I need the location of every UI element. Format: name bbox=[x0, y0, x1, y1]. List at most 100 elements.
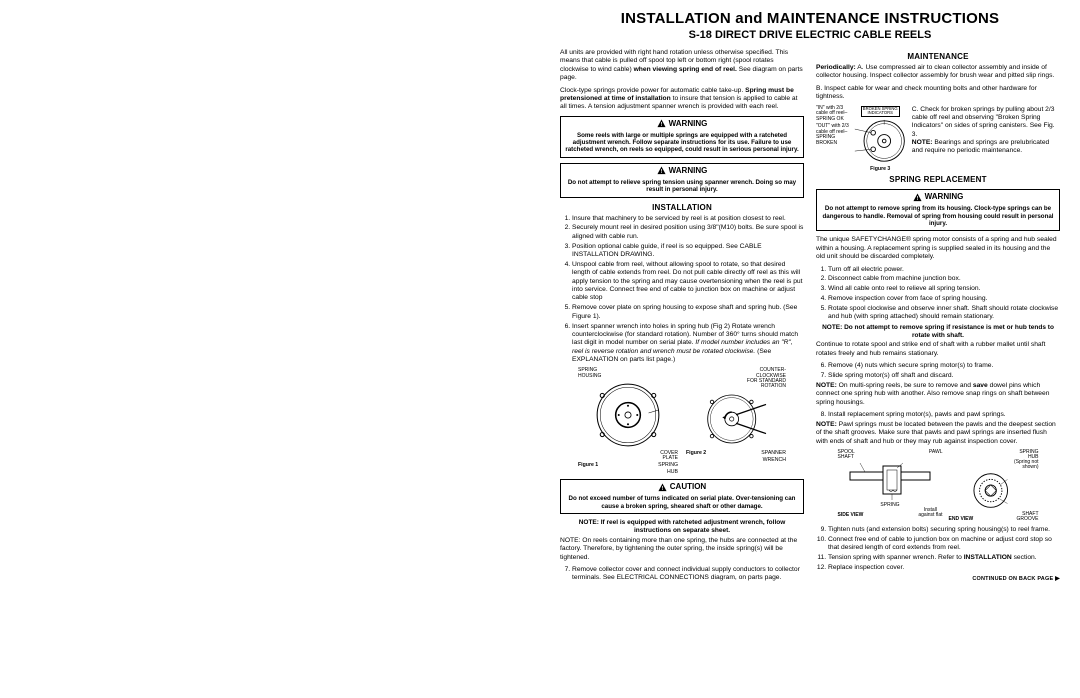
figure-3-diagram bbox=[853, 117, 908, 165]
figure-caption: SIDE VIEW bbox=[838, 513, 864, 518]
page-subtitle: S-18 DIRECT DRIVE ELECTRIC CABLE REELS bbox=[560, 29, 1060, 41]
note-8: NOTE: Pawl springs must be located betwe… bbox=[816, 421, 1060, 446]
caution-box: ! CAUTION Do not exceed number of turns … bbox=[560, 479, 804, 514]
text: section. bbox=[1012, 554, 1037, 561]
spring-steps-cont3: Tighten nuts (and extension bolts) secur… bbox=[816, 526, 1060, 572]
list-item: Wind all cable onto reel to relieve all … bbox=[828, 285, 1060, 293]
text-bold: INSTALLATION bbox=[964, 554, 1012, 561]
side-view-diagram bbox=[840, 460, 940, 502]
list-item: Securely mount reel in desired position … bbox=[572, 224, 804, 241]
list-item: Disconnect cable from machine junction b… bbox=[828, 275, 1060, 283]
list-item: Remove (4) nuts which secure spring moto… bbox=[828, 362, 1060, 370]
column-left: All units are provided with right hand r… bbox=[560, 49, 804, 688]
warning-icon: ! bbox=[657, 166, 666, 175]
fig-label: SPRING HUB (Spring not shown) bbox=[1014, 450, 1038, 470]
fig-label: "IN" with 2/3 cable off reel– SPRING OK bbox=[816, 106, 849, 123]
figure-caption: Figure 1 bbox=[578, 462, 598, 475]
text-bold: Periodically: bbox=[816, 64, 856, 71]
maint-para-a: Periodically: A. Use compressed air to c… bbox=[816, 64, 1060, 81]
intro-para-2: Clock-type springs provide power for aut… bbox=[560, 87, 804, 112]
list-item: Tension spring with spanner wrench. Refe… bbox=[828, 554, 1060, 562]
figure-side-view: SPOOL SHAFT PAWL SPRING bbox=[838, 450, 943, 522]
section-heading-installation: INSTALLATION bbox=[560, 203, 804, 213]
list-item: Replace inspection cover. bbox=[828, 564, 1060, 572]
warning-heading: WARNING bbox=[925, 192, 964, 202]
end-view-diagram bbox=[964, 470, 1024, 512]
text: Tension spring with spanner wrench. Refe… bbox=[828, 554, 964, 561]
figure-caption: Figure 2 bbox=[686, 450, 706, 463]
text: Pawl springs must be located between the… bbox=[816, 421, 1056, 445]
fig-label: SPANNER WRENCH bbox=[761, 450, 786, 463]
caution-heading: CAUTION bbox=[670, 482, 706, 492]
fig-label: SPOOL SHAFT bbox=[838, 450, 855, 460]
figure-1: SPRING HOUSING bbox=[578, 368, 678, 475]
svg-text:!: ! bbox=[661, 486, 663, 492]
list-item: Insure that machinery to be serviced by … bbox=[572, 215, 804, 223]
spring-steps-cont2: Install replacement spring motor(s), paw… bbox=[816, 411, 1060, 419]
warning-box-1: ! WARNING Some reels with large or multi… bbox=[560, 116, 804, 158]
column-right: MAINTENANCE Periodically: A. Use compres… bbox=[816, 49, 1060, 688]
section-heading-spring: SPRING REPLACEMENT bbox=[816, 175, 1060, 185]
figure-1-diagram bbox=[583, 379, 673, 451]
fig-label: SPRING HOUSING bbox=[578, 368, 601, 379]
caution-text: Do not exceed number of turns indicated … bbox=[565, 495, 799, 510]
figure-2-diagram bbox=[691, 389, 781, 449]
text-bold: NOTE: bbox=[816, 382, 837, 389]
note-5: NOTE: Do not attempt to remove spring if… bbox=[816, 324, 1060, 340]
list-item: Install replacement spring motor(s), paw… bbox=[828, 411, 1060, 419]
fig-label: SPRING HUB bbox=[658, 462, 678, 475]
note-ratchet: NOTE: If reel is equipped with ratcheted… bbox=[560, 519, 804, 535]
installation-steps: Insure that machinery to be serviced by … bbox=[560, 215, 804, 365]
list-item: Remove cover plate on spring housing to … bbox=[572, 304, 804, 321]
text-bold: save bbox=[973, 382, 988, 389]
warning-heading: WARNING bbox=[669, 166, 708, 176]
installation-steps-cont: Remove collector cover and connect indiv… bbox=[560, 566, 804, 583]
note-multi: NOTE: On reels containing more than one … bbox=[560, 537, 804, 562]
warning-box-3: ! WARNING Do not attempt to remove sprin… bbox=[816, 189, 1060, 231]
text-bold: NOTE: bbox=[816, 421, 837, 428]
figure-end-view: SPRING HUB (Spring not shown) END VIEW bbox=[949, 450, 1039, 522]
list-item: Unspool cable from reel, without allowin… bbox=[572, 261, 804, 303]
list-item: Insert spanner wrench into holes in spri… bbox=[572, 323, 804, 365]
spring-steps-cont: Remove (4) nuts which secure spring moto… bbox=[816, 362, 1060, 380]
fig-label-boxed: BROKEN SPRING INDICATORS bbox=[861, 106, 900, 117]
warning-icon: ! bbox=[657, 119, 666, 128]
fig-label: PAWL bbox=[929, 450, 943, 460]
spring-intro: The unique SAFETYCHANGE® spring motor co… bbox=[816, 236, 1060, 261]
svg-text:!: ! bbox=[660, 170, 662, 176]
list-item: Connect free end of cable to junction bo… bbox=[828, 536, 1060, 553]
svg-text:!: ! bbox=[916, 196, 918, 202]
intro-para-1: All units are provided with right hand r… bbox=[560, 49, 804, 83]
continued-indicator: CONTINUED ON BACK PAGE bbox=[816, 576, 1060, 584]
maint-para-b: B. Inspect cable for wear and check moun… bbox=[816, 85, 1060, 102]
svg-text:!: ! bbox=[660, 122, 662, 128]
figure-4-row: SPOOL SHAFT PAWL SPRING bbox=[816, 450, 1060, 522]
warning-icon: ! bbox=[913, 193, 922, 202]
note-5-cont: Continue to rotate spool and strike end … bbox=[816, 341, 1060, 358]
list-item: Turn off all electric power. bbox=[828, 266, 1060, 274]
warning-heading: WARNING bbox=[669, 119, 708, 129]
fig-label: SHAFT GROOVE bbox=[1017, 512, 1039, 522]
figure-caption: END VIEW bbox=[949, 517, 974, 522]
warning-text: Do not attempt to remove spring from its… bbox=[821, 205, 1055, 227]
list-item: Rotate spool clockwise and observe inner… bbox=[828, 305, 1060, 322]
page-title: INSTALLATION and MAINTENANCE INSTRUCTION… bbox=[560, 10, 1060, 27]
list-item: Tighten nuts (and extension bolts) secur… bbox=[828, 526, 1060, 534]
fig-label: COVER PLATE bbox=[660, 451, 678, 462]
figure-3: "IN" with 2/3 cable off reel– SPRING OK … bbox=[816, 106, 1060, 173]
warning-box-2: ! WARNING Do not attempt to relieve spri… bbox=[560, 163, 804, 198]
figure-caption: Figure 3 bbox=[870, 166, 890, 173]
warning-icon: ! bbox=[658, 483, 667, 492]
fig-label: "OUT" with 2/3 cable off reel– SPRING BR… bbox=[816, 124, 849, 146]
left-margin bbox=[0, 0, 560, 698]
maint-para-c: C. Check for broken springs by pulling a… bbox=[912, 106, 1060, 140]
text-bold: when viewing spring end of reel. bbox=[634, 66, 737, 73]
warning-text: Some reels with large or multiple spring… bbox=[565, 132, 799, 154]
fig-label: COUNTER- CLOCKWISE FOR STANDARD ROTATION bbox=[747, 368, 786, 389]
text: Clock-type springs provide power for aut… bbox=[560, 87, 745, 94]
note-7: NOTE: On multi-spring reels, be sure to … bbox=[816, 382, 1060, 407]
warning-text: Do not attempt to relieve spring tension… bbox=[565, 179, 799, 194]
list-item: Remove collector cover and connect indiv… bbox=[572, 566, 804, 583]
list-item: Slide spring motor(s) off shaft and disc… bbox=[828, 372, 1060, 380]
list-item: Remove inspection cover from face of spr… bbox=[828, 295, 1060, 303]
